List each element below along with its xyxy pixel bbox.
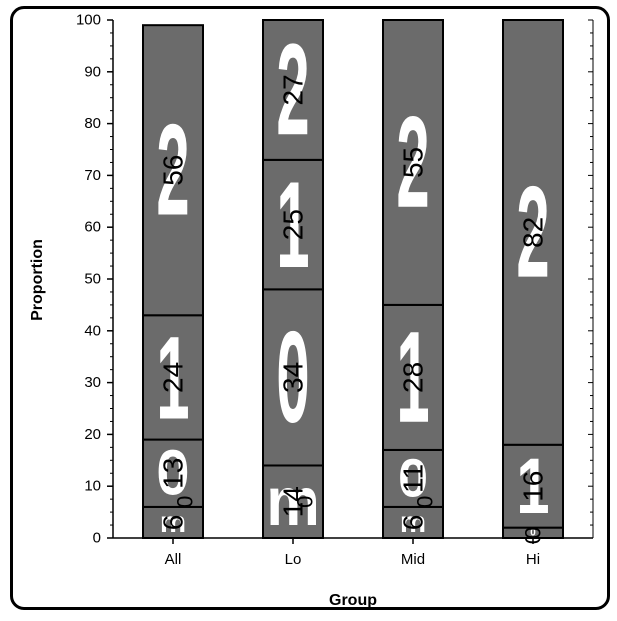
y-tick-label: 20 (84, 426, 101, 443)
bar-segment-lo-m (262, 464, 324, 540)
y-tick-label: 60 (84, 219, 101, 236)
inline-label-all: 0 (173, 496, 198, 508)
value-label-mid-2: 55 (398, 147, 429, 178)
inline-label-mid: 0 (413, 496, 438, 508)
level-glyph-lo-m: m (266, 463, 319, 540)
value-label-lo-1: 25 (278, 209, 309, 240)
bars: m6013124256m14034125227m6011128255000116… (142, 17, 564, 544)
bar-segment-all-2 (142, 24, 204, 317)
y-tick-label: 80 (84, 115, 101, 132)
y-tick-label: 90 (84, 63, 101, 80)
value-label-hi-1: 16 (518, 471, 549, 502)
level-glyph-lo-2: 2 (276, 17, 309, 162)
x-tick-label-mid: Mid (401, 551, 425, 568)
value-label-lo-2: 27 (278, 74, 309, 105)
level-glyph-hi-2: 2 (516, 160, 549, 305)
bar-segment-lo-0 (262, 288, 324, 467)
value-label-hi-0: 0 (521, 527, 546, 539)
y-tick-label: 70 (84, 167, 101, 184)
value-label-mid-1: 28 (398, 362, 429, 393)
x-tick-label-lo: Lo (285, 551, 302, 568)
level-glyph-hi-1: 1 (516, 442, 549, 530)
y-tick-label: 100 (76, 12, 101, 29)
y-tick-label: 30 (84, 374, 101, 391)
y-tick-label: 50 (84, 271, 101, 288)
y-tick-label: 10 (84, 478, 101, 495)
bar-segment-hi-2 (502, 19, 564, 446)
bar-segment-lo-2 (262, 19, 324, 161)
value-label-lo-0: 34 (278, 362, 309, 393)
bar-segment-mid-m (382, 505, 444, 540)
level-glyph-all-0: 0 (156, 438, 189, 509)
level-glyph-mid-0: 0 (398, 448, 428, 508)
level-glyph-hi-0: 0 (530, 527, 536, 538)
y-tick-label: 0 (93, 530, 101, 547)
level-glyph-lo-1: 1 (276, 155, 309, 294)
value-label-mid-m: 6 (398, 515, 429, 531)
inline-label-lo: 0 (293, 496, 318, 508)
bar-segment-mid-2 (382, 19, 444, 306)
level-glyph-mid-1: 1 (396, 305, 429, 450)
y-axis-title: Proportion (29, 239, 46, 321)
value-label-lo-m: 14 (278, 486, 309, 517)
x-axis-title: Group (329, 592, 377, 609)
level-glyph-lo-0: 0 (276, 305, 309, 450)
value-label-all-m: 6 (158, 515, 189, 531)
value-label-hi-2: 82 (518, 217, 549, 248)
level-glyph-all-m: m (160, 506, 186, 539)
value-label-all-1: 24 (158, 362, 189, 393)
bar-segment-lo-1 (262, 158, 324, 291)
level-glyph-mid-m: m (400, 506, 426, 539)
level-glyph-mid-2: 2 (396, 90, 429, 235)
level-glyph-all-2: 2 (156, 98, 189, 243)
x-tick-label-all: All (165, 551, 182, 568)
x-tick-label-hi: Hi (526, 551, 540, 568)
level-glyph-all-1: 1 (156, 311, 189, 443)
value-label-all-0: 13 (158, 458, 189, 489)
value-label-mid-0: 11 (398, 464, 429, 493)
y-tick-label: 40 (84, 322, 101, 339)
value-label-all-2: 56 (158, 155, 189, 186)
